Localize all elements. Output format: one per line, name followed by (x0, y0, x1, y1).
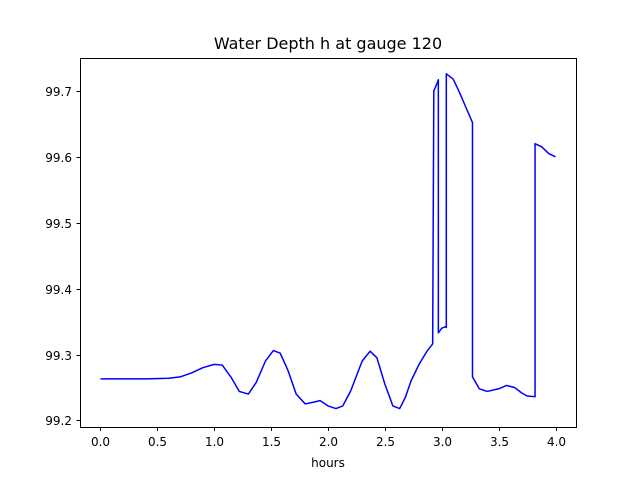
x-axis-label: hours (311, 456, 345, 470)
y-tick-label: 99.6 (45, 151, 72, 165)
x-tick-label: 1.5 (262, 435, 281, 449)
y-tick-label: 99.5 (45, 217, 72, 231)
x-tick-label: 3.5 (490, 435, 509, 449)
plot-area (100, 73, 556, 410)
chart-title: Water Depth h at gauge 120 (214, 34, 442, 53)
y-tick-label: 99.7 (45, 85, 72, 99)
x-tick-label: 0.5 (148, 435, 167, 449)
y-tick-label: 99.3 (45, 349, 72, 363)
y-tick-label: 99.2 (45, 414, 72, 428)
y-tick-label: 99.4 (45, 283, 72, 297)
series-line (100, 73, 556, 410)
x-tick-label: 2.5 (376, 435, 395, 449)
x-tick-label: 4.0 (547, 435, 566, 449)
y-axis: 99.2 99.3 99.4 99.5 99.6 99.7 (45, 85, 81, 428)
x-tick-label: 0.0 (91, 435, 110, 449)
x-tick-label: 3.0 (433, 435, 452, 449)
x-axis: 0.0 0.5 1.0 1.5 2.0 2.5 3.0 3.5 4.0 (91, 427, 566, 449)
x-tick-label: 1.0 (205, 435, 224, 449)
axes-frame (80, 58, 577, 428)
x-tick-label: 2.0 (319, 435, 338, 449)
